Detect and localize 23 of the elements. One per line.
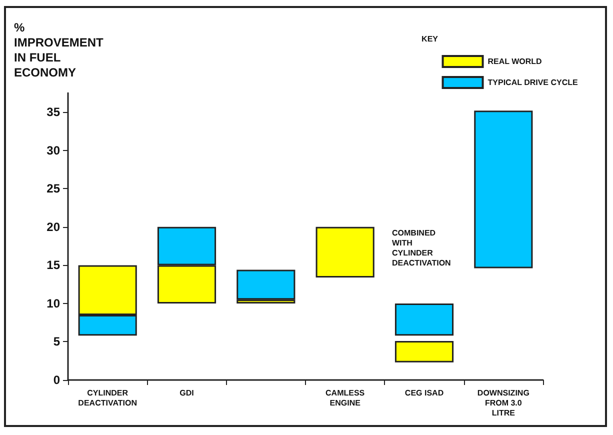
legend-label: REAL WORLD <box>488 57 542 66</box>
x-tick-label: CYLINDER DEACTIVATION <box>78 388 138 408</box>
x-tick-label: CAMLESS ENGINE <box>326 388 366 408</box>
legend-title: KEY <box>422 34 439 44</box>
y-tick-label: 5 <box>53 334 60 349</box>
y-tick-label: 10 <box>46 296 60 310</box>
bar <box>316 226 374 278</box>
bar <box>474 110 533 268</box>
y-tick-label: 30 <box>46 143 60 158</box>
annotation: COMBINED WITH CYLINDER DEACTIVATION <box>392 228 452 268</box>
x-tick-label: GDI <box>180 388 194 398</box>
y-axis-title: % IMPROVEMENT IN FUEL ECONOMY <box>14 20 104 80</box>
y-tick-label: 0 <box>53 373 60 387</box>
bar <box>394 303 454 336</box>
bar <box>394 340 454 362</box>
y-tick-label: 15 <box>46 258 60 272</box>
bar <box>236 270 296 300</box>
y-tick-label: 20 <box>46 220 60 234</box>
y-tick-label: 25 <box>46 182 60 196</box>
legend-label: TYPICAL DRIVE CYCLE <box>488 78 579 87</box>
x-tick-label: CEG ISAD <box>404 388 444 398</box>
x-tick-label: DOWNSIZING FROM 3.0 LITRE <box>477 388 530 418</box>
y-tick-label: 35 <box>46 105 60 120</box>
